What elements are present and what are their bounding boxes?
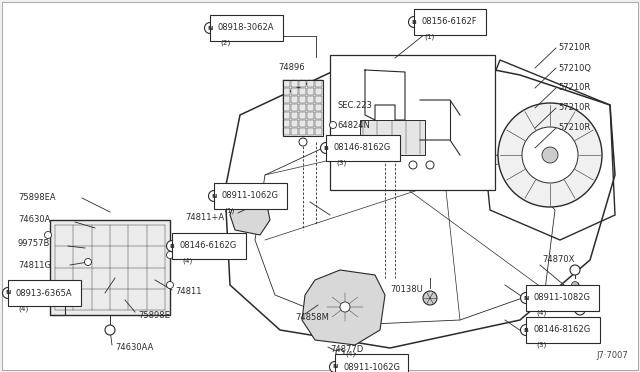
Circle shape	[426, 161, 434, 169]
Text: (3): (3)	[336, 160, 346, 167]
FancyBboxPatch shape	[307, 96, 314, 103]
FancyBboxPatch shape	[283, 104, 290, 111]
FancyBboxPatch shape	[299, 128, 306, 135]
FancyBboxPatch shape	[291, 104, 298, 111]
Circle shape	[575, 305, 585, 315]
Text: (4): (4)	[345, 350, 355, 357]
FancyBboxPatch shape	[299, 80, 306, 87]
FancyBboxPatch shape	[283, 88, 290, 95]
Text: 74811: 74811	[175, 288, 202, 296]
Circle shape	[84, 259, 92, 266]
FancyBboxPatch shape	[307, 120, 314, 127]
Text: N: N	[5, 291, 11, 295]
FancyBboxPatch shape	[299, 96, 306, 103]
Text: (2): (2)	[220, 40, 230, 46]
Circle shape	[45, 231, 51, 238]
FancyBboxPatch shape	[291, 128, 298, 135]
Text: N: N	[524, 295, 529, 301]
FancyBboxPatch shape	[283, 112, 290, 119]
Text: 74811G: 74811G	[18, 262, 51, 270]
Text: B: B	[524, 327, 529, 333]
Polygon shape	[302, 270, 385, 345]
Text: 57210R: 57210R	[558, 44, 590, 52]
Text: 64824N: 64824N	[337, 121, 370, 129]
Circle shape	[299, 138, 307, 146]
Text: 08918-3062A: 08918-3062A	[218, 23, 275, 32]
FancyBboxPatch shape	[315, 88, 322, 95]
Text: B: B	[170, 244, 175, 248]
Text: (4): (4)	[18, 305, 28, 311]
Text: 74896: 74896	[278, 64, 305, 73]
Text: N: N	[207, 26, 212, 31]
Text: 57210R: 57210R	[558, 83, 590, 93]
FancyBboxPatch shape	[315, 96, 322, 103]
Text: (4): (4)	[536, 310, 547, 317]
FancyBboxPatch shape	[291, 96, 298, 103]
Text: 74858M: 74858M	[295, 314, 329, 323]
Circle shape	[166, 251, 173, 259]
Text: 08911-1062G: 08911-1062G	[343, 362, 400, 372]
FancyBboxPatch shape	[307, 88, 314, 95]
Text: B: B	[324, 145, 328, 151]
Circle shape	[330, 362, 340, 372]
Text: B: B	[412, 19, 417, 25]
Text: 08911-1082G: 08911-1082G	[534, 294, 591, 302]
FancyBboxPatch shape	[291, 112, 298, 119]
FancyBboxPatch shape	[283, 80, 290, 87]
Circle shape	[45, 296, 51, 304]
Text: 57210R: 57210R	[558, 103, 590, 112]
Polygon shape	[230, 190, 270, 235]
Circle shape	[408, 16, 419, 28]
FancyBboxPatch shape	[307, 80, 314, 87]
Text: 08146-8162G: 08146-8162G	[334, 144, 391, 153]
Text: 08146-6162G: 08146-6162G	[180, 241, 237, 250]
FancyBboxPatch shape	[307, 104, 314, 111]
Text: 57210R: 57210R	[558, 124, 590, 132]
Text: 08156-6162F: 08156-6162F	[422, 17, 477, 26]
Text: (1): (1)	[424, 34, 435, 41]
FancyBboxPatch shape	[50, 220, 170, 315]
Circle shape	[321, 142, 332, 154]
FancyBboxPatch shape	[283, 128, 290, 135]
Text: 75898EA: 75898EA	[18, 193, 56, 202]
Text: 08911-1062G: 08911-1062G	[222, 192, 279, 201]
Text: J7·7007: J7·7007	[596, 351, 628, 360]
Text: SEC.223: SEC.223	[337, 100, 372, 109]
Circle shape	[522, 127, 578, 183]
Text: 08913-6365A: 08913-6365A	[16, 289, 72, 298]
Text: 70138U: 70138U	[390, 285, 423, 295]
FancyBboxPatch shape	[291, 80, 298, 87]
FancyBboxPatch shape	[299, 120, 306, 127]
FancyBboxPatch shape	[360, 120, 425, 155]
Circle shape	[570, 265, 580, 275]
FancyBboxPatch shape	[299, 112, 306, 119]
Text: (4): (4)	[182, 258, 192, 264]
FancyBboxPatch shape	[315, 112, 322, 119]
Circle shape	[330, 122, 337, 128]
FancyBboxPatch shape	[315, 120, 322, 127]
Text: 74630A: 74630A	[18, 215, 51, 224]
Circle shape	[423, 291, 437, 305]
Text: 74811+A: 74811+A	[185, 214, 224, 222]
FancyBboxPatch shape	[315, 80, 322, 87]
FancyBboxPatch shape	[283, 96, 290, 103]
Circle shape	[166, 282, 173, 289]
FancyBboxPatch shape	[315, 104, 322, 111]
FancyBboxPatch shape	[299, 104, 306, 111]
FancyBboxPatch shape	[307, 112, 314, 119]
Circle shape	[336, 349, 344, 357]
Circle shape	[209, 190, 220, 202]
Text: 57210Q: 57210Q	[558, 64, 591, 73]
FancyBboxPatch shape	[283, 120, 290, 127]
Circle shape	[350, 358, 360, 368]
Circle shape	[409, 161, 417, 169]
Circle shape	[520, 324, 531, 336]
FancyBboxPatch shape	[291, 120, 298, 127]
Circle shape	[520, 292, 531, 304]
Circle shape	[353, 360, 358, 366]
Text: 74877D: 74877D	[330, 346, 364, 355]
Circle shape	[572, 282, 579, 289]
Text: 99757B: 99757B	[18, 240, 51, 248]
Text: N: N	[211, 193, 217, 199]
